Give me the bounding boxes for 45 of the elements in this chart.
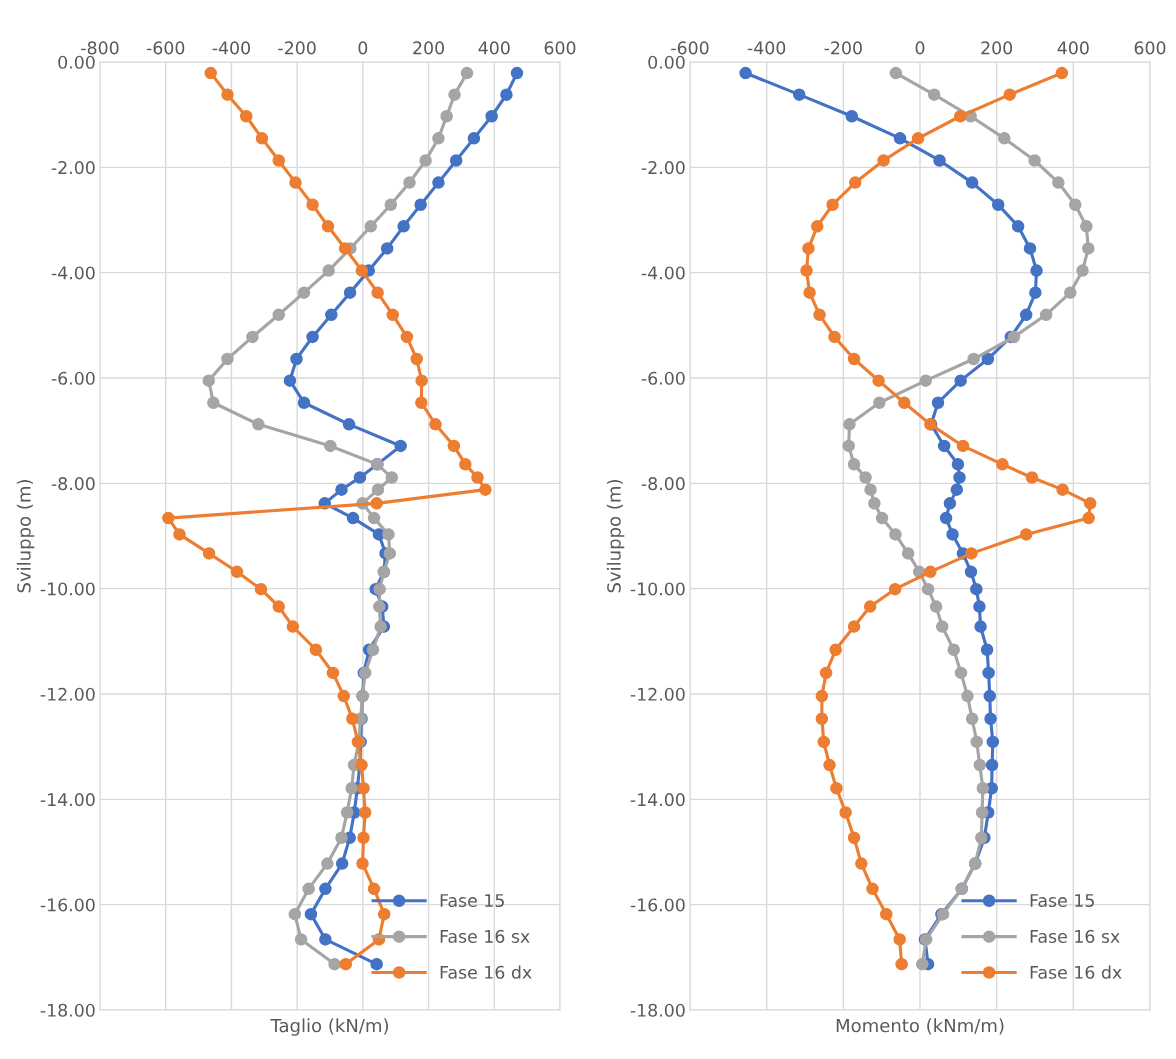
y-tick-label: -16.00 <box>630 898 685 912</box>
legend-label: Fase 16 dx <box>1030 965 1122 979</box>
y-tick-label: 0.00 <box>648 55 685 69</box>
legend-label: Fase 16 sx <box>440 929 530 943</box>
x-axis-title: Taglio (kN/m) <box>270 1018 389 1036</box>
y-tick-label: -10.00 <box>40 582 95 596</box>
y-tick-label: -10.00 <box>630 582 685 596</box>
y-axis-title: Sviluppo (m) <box>606 480 625 593</box>
y-tick-label: -6.00 <box>51 371 95 385</box>
x-tick-label: 0 <box>358 41 368 55</box>
y-tick-label: -2.00 <box>51 161 95 175</box>
x-tick-label: 0 <box>915 41 925 55</box>
x-tick-label: 400 <box>1057 41 1089 55</box>
x-tick-label: 200 <box>413 41 444 55</box>
x-tick-label: -200 <box>824 41 862 55</box>
y-tick-label: -18.00 <box>630 1003 685 1017</box>
x-tick-label: -400 <box>747 41 786 55</box>
x-tick-label: -800 <box>81 41 119 55</box>
x-tick-label: -600 <box>671 41 709 55</box>
y-tick-label: -6.00 <box>641 371 685 385</box>
x-tick-label: -600 <box>146 41 185 55</box>
x-tick-label: 600 <box>1134 41 1166 55</box>
y-tick-label: -14.00 <box>40 793 95 807</box>
legend-label: Fase 15 <box>440 894 504 908</box>
y-tick-label: -12.00 <box>630 687 685 701</box>
x-tick-label: 400 <box>478 41 510 55</box>
x-axis-title: Momento (kNm/m) <box>836 1018 1004 1035</box>
y-tick-label: -16.00 <box>40 898 95 912</box>
y-axis-title: Sviluppo (m) <box>16 480 35 593</box>
x-tick-label: -400 <box>212 41 250 55</box>
y-tick-label: 0.00 <box>58 55 95 69</box>
y-tick-label: -12.00 <box>40 687 95 701</box>
y-tick-label: -8.00 <box>641 477 685 491</box>
y-tick-label: -18.00 <box>40 1003 95 1017</box>
x-tick-label: -200 <box>278 41 316 55</box>
y-tick-label: -8.00 <box>51 477 95 491</box>
x-tick-label: 600 <box>544 41 576 55</box>
y-tick-label: -14.00 <box>630 793 685 807</box>
y-tick-label: -2.00 <box>641 161 685 175</box>
y-tick-label: -4.00 <box>51 266 95 280</box>
legend-label: Fase 16 dx <box>440 965 532 979</box>
legend-label: Fase 15 <box>1030 894 1094 908</box>
x-tick-label: 200 <box>981 41 1013 55</box>
legend-label: Fase 16 sx <box>1030 929 1120 943</box>
y-tick-label: -4.00 <box>641 266 685 280</box>
